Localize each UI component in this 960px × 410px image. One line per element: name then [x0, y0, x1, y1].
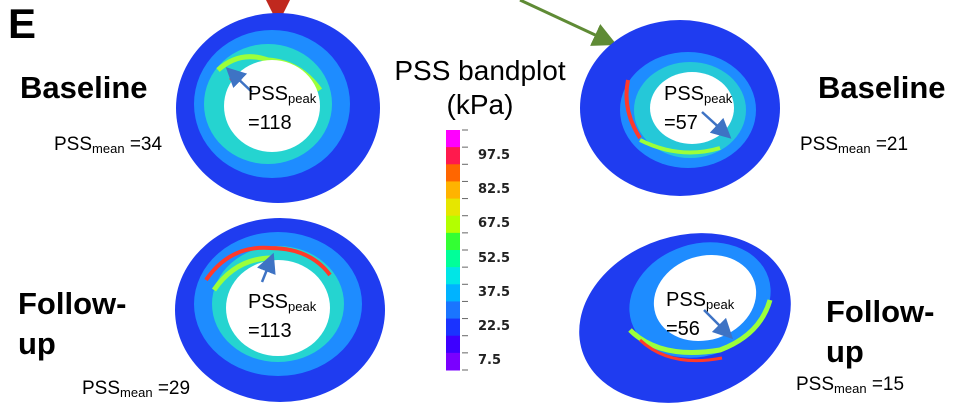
vessel-left-baseline	[176, 13, 380, 203]
peak-left-baseline: PSSpeak =118	[248, 83, 317, 134]
colorbar-segment	[446, 130, 460, 148]
colorbar-segment	[446, 267, 460, 285]
label-right-followup: Follow- up	[826, 294, 935, 369]
peak-arrow-right-baseline	[701, 111, 732, 139]
colorbar-tick-label: 37.5	[478, 284, 511, 300]
colorbar-tick-label: 67.5	[478, 216, 511, 232]
colorbar-segment	[446, 181, 460, 200]
peak-left-followup: PSSpeak =113	[248, 291, 317, 342]
peak-arrow-left-followup	[257, 252, 276, 283]
mean-left-followup: PSSmean =29	[82, 378, 191, 400]
colorbar-tick-label: 52.5	[478, 250, 511, 266]
label-left-baseline: Baseline	[20, 70, 148, 105]
colorbar-segment	[446, 164, 460, 182]
colorbar-segment	[446, 335, 460, 354]
vessel-right-baseline	[580, 20, 780, 196]
mean-right-baseline: PSSmean =21	[800, 134, 909, 156]
label-left-followup: Follow- up	[18, 286, 127, 361]
green-pointer-arrow	[519, 0, 617, 46]
peak-right-followup: PSSpeak =56	[666, 289, 735, 340]
mean-right-followup: PSSmean =15	[796, 374, 905, 396]
colorbar-segment	[446, 232, 460, 251]
peak-right-baseline: PSSpeak =57	[664, 83, 733, 134]
peak-arrow-right-followup	[703, 309, 734, 340]
peak-arrow-left-baseline	[225, 67, 253, 93]
colorbar-tick-label: 7.5	[478, 353, 502, 369]
colorbar-tick-label: 22.5	[478, 319, 511, 335]
colorbar	[446, 129, 468, 371]
colorbar-segment	[446, 301, 460, 320]
colorbar-tick-label: 82.5	[478, 182, 511, 197]
vessel-left-followup	[175, 218, 385, 402]
colorbar-tick-label: 97.5	[478, 147, 511, 163]
colorbar-segment	[446, 198, 460, 217]
colorbar-segment	[446, 147, 460, 165]
panel-letter: E	[8, 0, 37, 47]
colorbar-segment	[446, 318, 460, 337]
colorbar-title: PSS bandplot (kPa)	[394, 55, 566, 120]
mean-left-baseline: PSSmean =34	[54, 134, 163, 156]
colorbar-segment	[446, 352, 460, 371]
label-right-baseline: Baseline	[818, 70, 946, 105]
colorbar-segment	[446, 215, 460, 234]
colorbar-segment	[446, 250, 460, 268]
colorbar-segment	[446, 284, 460, 302]
